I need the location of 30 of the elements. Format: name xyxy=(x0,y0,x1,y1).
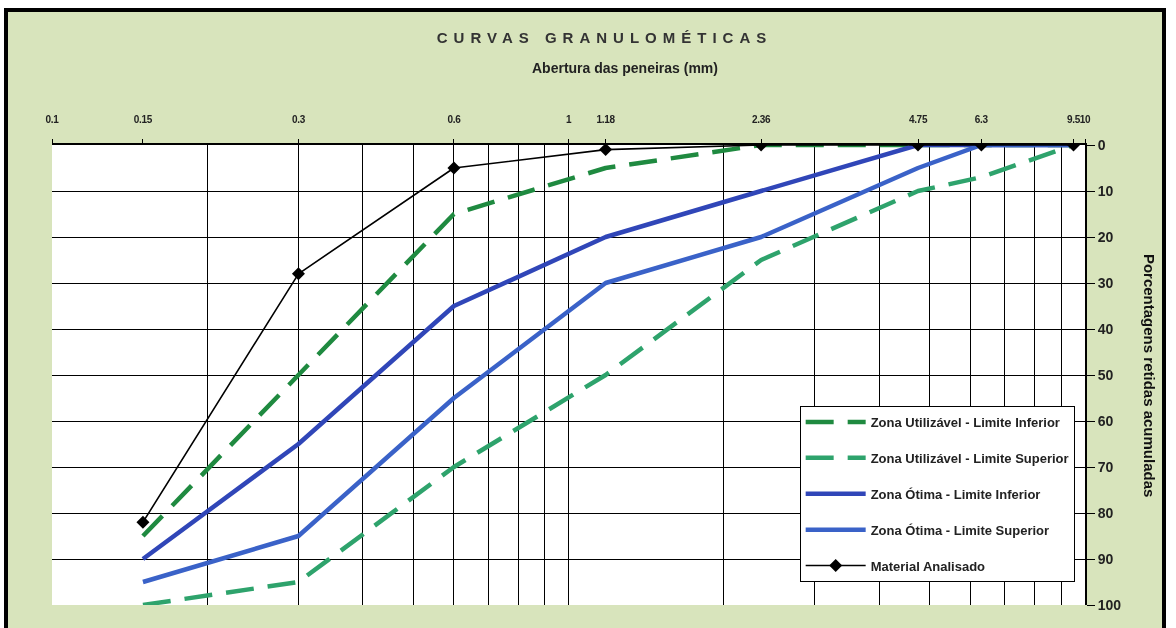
legend-label: Zona Ótima - Limite Inferior xyxy=(870,486,1041,502)
y-tick-label: 30 xyxy=(1097,274,1114,291)
x-tick-label: 1.18 xyxy=(596,114,616,125)
x-tick-label: 0.3 xyxy=(291,114,306,125)
y-tick-label: 80 xyxy=(1097,504,1114,521)
x-tick-label: 6.3 xyxy=(974,114,989,125)
x-tick-label: 1 xyxy=(565,114,572,125)
x-tick-label: 0.15 xyxy=(133,114,153,125)
y-tick-label: 60 xyxy=(1097,412,1114,429)
y-tick-label: 20 xyxy=(1097,228,1114,245)
y-tick-label: 100 xyxy=(1097,596,1122,613)
x-tick-label: 0.6 xyxy=(447,114,462,125)
y-tick-label: 0 xyxy=(1097,136,1106,153)
legend-label: Material Analisado xyxy=(870,558,986,574)
x-axis-title: Abertura das peneiras (mm) xyxy=(532,60,718,76)
x-tick-label: 10 xyxy=(1079,114,1091,125)
y-tick-label: 70 xyxy=(1097,458,1114,475)
x-tick-label: 9.5 xyxy=(1066,114,1081,125)
y-tick-label: 40 xyxy=(1097,320,1114,337)
legend-label: Zona Ótima - Limite Superior xyxy=(870,522,1050,538)
y-tick-label: 10 xyxy=(1097,182,1114,199)
x-tick-label: 4.75 xyxy=(908,114,928,125)
y-tick-label: 50 xyxy=(1097,366,1114,383)
x-tick-label: 2.36 xyxy=(751,114,771,125)
x-tick-label: 0.1 xyxy=(45,114,60,125)
y-tick-label: 90 xyxy=(1097,550,1114,567)
chart-title: CURVAS GRANULOMÉTICAS xyxy=(436,29,773,47)
legend-label: Zona Utilizável - Limite Inferior xyxy=(870,415,1060,431)
y-axis-title: Porcentagens retidas acumuladas xyxy=(1141,253,1159,498)
legend-label: Zona Utilizável - Limite Superior xyxy=(870,450,1069,466)
